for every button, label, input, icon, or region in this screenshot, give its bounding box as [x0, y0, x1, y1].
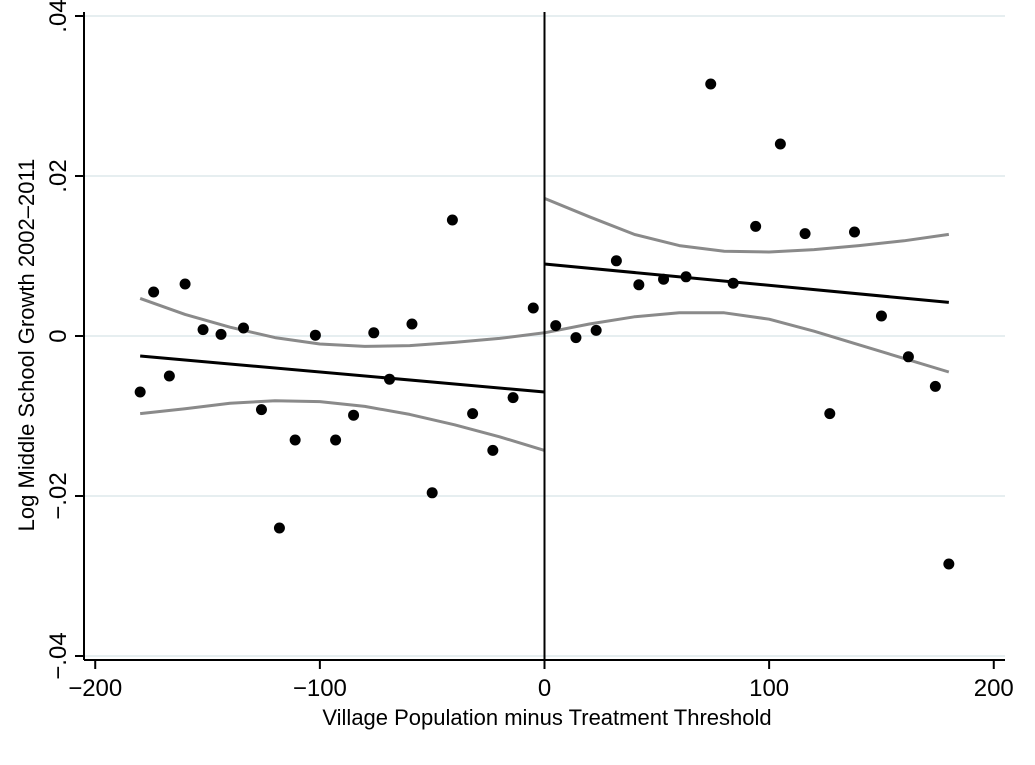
- data-point: [348, 409, 360, 421]
- data-point: [848, 226, 860, 238]
- data-point: [902, 351, 914, 363]
- data-point: [929, 380, 941, 392]
- x-tick-label: 200: [974, 675, 1014, 702]
- confidence-bands: [139, 197, 950, 452]
- data-point: [527, 302, 539, 314]
- data-point: [507, 392, 519, 404]
- data-point: [467, 408, 479, 420]
- data-point: [237, 322, 249, 334]
- ci-band-line: [544, 311, 950, 374]
- ci-band-line: [139, 399, 545, 452]
- fit-line: [140, 354, 545, 394]
- data-point: [633, 279, 645, 291]
- data-point: [255, 404, 267, 416]
- scatter-points: [134, 78, 955, 570]
- data-point: [610, 255, 622, 267]
- data-point: [774, 138, 786, 150]
- data-point: [705, 78, 717, 90]
- data-point: [487, 444, 499, 456]
- data-point: [163, 370, 175, 382]
- data-point: [179, 278, 191, 290]
- data-point: [680, 271, 692, 283]
- data-point: [727, 277, 739, 289]
- data-point: [215, 328, 227, 340]
- data-point: [799, 228, 811, 240]
- y-tick-label: .04: [45, 0, 72, 33]
- y-axis-label: Log Middle School Growth 2002–2011: [14, 159, 39, 532]
- data-point: [943, 558, 955, 570]
- data-point: [590, 324, 602, 336]
- data-point: [384, 373, 396, 385]
- data-point: [570, 332, 582, 344]
- x-axis-label: Village Population minus Treatment Thres…: [322, 705, 771, 730]
- ci-band-line: [139, 296, 545, 348]
- y-tick-label: .02: [45, 159, 72, 192]
- x-tick-label: −200: [68, 675, 122, 702]
- data-point: [289, 434, 301, 446]
- data-point: [750, 220, 762, 232]
- y-tick-label: −.04: [45, 632, 72, 679]
- data-point: [658, 273, 670, 285]
- data-point: [330, 434, 342, 446]
- data-point: [550, 320, 562, 332]
- fit-line: [544, 262, 949, 304]
- data-point: [148, 286, 160, 298]
- x-tick-label: −100: [293, 675, 347, 702]
- data-point: [134, 386, 146, 398]
- x-tick-label: 100: [749, 675, 789, 702]
- ci-band-line: [543, 197, 950, 254]
- data-point: [426, 487, 438, 499]
- y-tick-label: −.02: [45, 472, 72, 519]
- fit-lines: [140, 262, 949, 394]
- data-point: [197, 324, 209, 336]
- data-point: [368, 327, 380, 339]
- data-point: [824, 408, 836, 420]
- data-point: [309, 329, 321, 341]
- data-point: [406, 318, 418, 330]
- data-point: [446, 214, 458, 226]
- y-tick-label: 0: [45, 329, 72, 342]
- x-tick-label: 0: [538, 675, 551, 702]
- data-point: [875, 310, 887, 322]
- axes: −200 −100 0 100 200 −.04 −.02 0 .02 .04: [45, 0, 1014, 702]
- data-point: [273, 522, 285, 534]
